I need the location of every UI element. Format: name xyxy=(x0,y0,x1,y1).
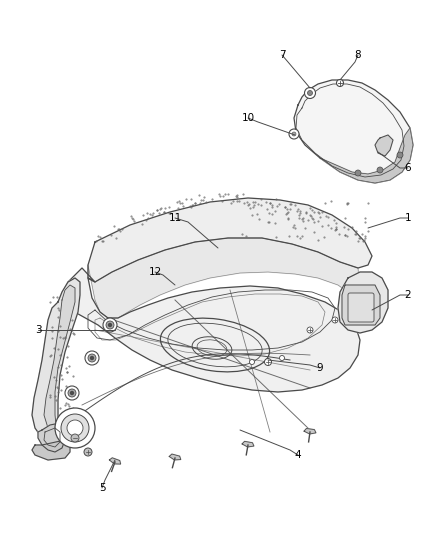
Circle shape xyxy=(355,170,361,176)
Circle shape xyxy=(65,386,79,400)
Polygon shape xyxy=(342,285,380,325)
Polygon shape xyxy=(338,272,388,333)
Polygon shape xyxy=(304,429,316,434)
Text: 9: 9 xyxy=(317,363,323,373)
Circle shape xyxy=(106,321,114,329)
Circle shape xyxy=(61,414,89,442)
Circle shape xyxy=(71,392,74,394)
Circle shape xyxy=(336,79,343,86)
Text: 3: 3 xyxy=(35,325,41,335)
Circle shape xyxy=(377,167,383,173)
Text: 7: 7 xyxy=(279,50,285,60)
Text: 5: 5 xyxy=(99,483,105,493)
Text: 11: 11 xyxy=(168,213,182,223)
Circle shape xyxy=(91,357,93,359)
Text: 1: 1 xyxy=(405,213,411,223)
Polygon shape xyxy=(38,423,65,452)
FancyBboxPatch shape xyxy=(348,293,374,322)
Text: 6: 6 xyxy=(405,163,411,173)
Circle shape xyxy=(279,356,285,360)
Circle shape xyxy=(265,359,272,366)
Polygon shape xyxy=(294,80,413,183)
Circle shape xyxy=(250,359,254,365)
Text: 12: 12 xyxy=(148,267,162,277)
Polygon shape xyxy=(169,454,181,460)
Text: 2: 2 xyxy=(405,290,411,300)
Circle shape xyxy=(304,87,315,99)
Text: 10: 10 xyxy=(241,113,254,123)
Polygon shape xyxy=(320,128,413,183)
Polygon shape xyxy=(58,268,360,392)
Polygon shape xyxy=(32,440,70,460)
Polygon shape xyxy=(88,198,372,282)
Text: 8: 8 xyxy=(355,50,361,60)
Polygon shape xyxy=(44,285,75,445)
Circle shape xyxy=(88,354,96,362)
Polygon shape xyxy=(242,441,254,447)
Circle shape xyxy=(85,351,99,365)
Circle shape xyxy=(109,324,112,327)
Circle shape xyxy=(103,318,117,332)
Circle shape xyxy=(84,448,92,456)
Polygon shape xyxy=(88,238,362,320)
Polygon shape xyxy=(32,278,80,448)
Circle shape xyxy=(71,434,79,442)
Circle shape xyxy=(68,389,76,397)
Circle shape xyxy=(332,317,338,323)
Circle shape xyxy=(67,420,83,436)
Polygon shape xyxy=(375,135,393,156)
Circle shape xyxy=(55,408,95,448)
Polygon shape xyxy=(110,458,120,464)
Circle shape xyxy=(397,152,403,158)
Text: 4: 4 xyxy=(295,450,301,460)
Circle shape xyxy=(307,91,312,95)
Circle shape xyxy=(289,129,299,139)
Circle shape xyxy=(307,327,313,333)
Circle shape xyxy=(292,132,296,136)
